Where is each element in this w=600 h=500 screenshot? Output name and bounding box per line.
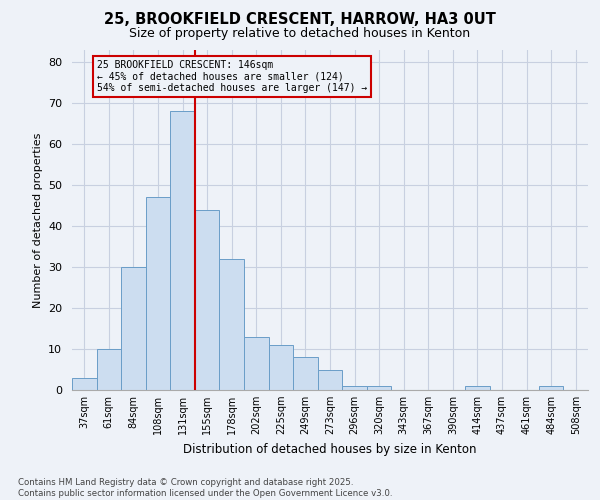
Bar xyxy=(97,349,121,390)
Bar xyxy=(293,357,318,390)
Bar xyxy=(121,267,146,390)
Bar xyxy=(269,345,293,390)
Bar xyxy=(195,210,220,390)
Bar xyxy=(220,259,244,390)
Y-axis label: Number of detached properties: Number of detached properties xyxy=(32,132,43,308)
Bar xyxy=(72,378,97,390)
Bar xyxy=(170,112,195,390)
Bar xyxy=(465,386,490,390)
Bar xyxy=(342,386,367,390)
Text: Contains HM Land Registry data © Crown copyright and database right 2025.
Contai: Contains HM Land Registry data © Crown c… xyxy=(18,478,392,498)
Text: 25 BROOKFIELD CRESCENT: 146sqm
← 45% of detached houses are smaller (124)
54% of: 25 BROOKFIELD CRESCENT: 146sqm ← 45% of … xyxy=(97,60,367,94)
Text: 25, BROOKFIELD CRESCENT, HARROW, HA3 0UT: 25, BROOKFIELD CRESCENT, HARROW, HA3 0UT xyxy=(104,12,496,28)
Bar xyxy=(146,198,170,390)
Bar xyxy=(539,386,563,390)
X-axis label: Distribution of detached houses by size in Kenton: Distribution of detached houses by size … xyxy=(183,442,477,456)
Bar xyxy=(244,336,269,390)
Bar xyxy=(318,370,342,390)
Text: Size of property relative to detached houses in Kenton: Size of property relative to detached ho… xyxy=(130,28,470,40)
Bar xyxy=(367,386,391,390)
